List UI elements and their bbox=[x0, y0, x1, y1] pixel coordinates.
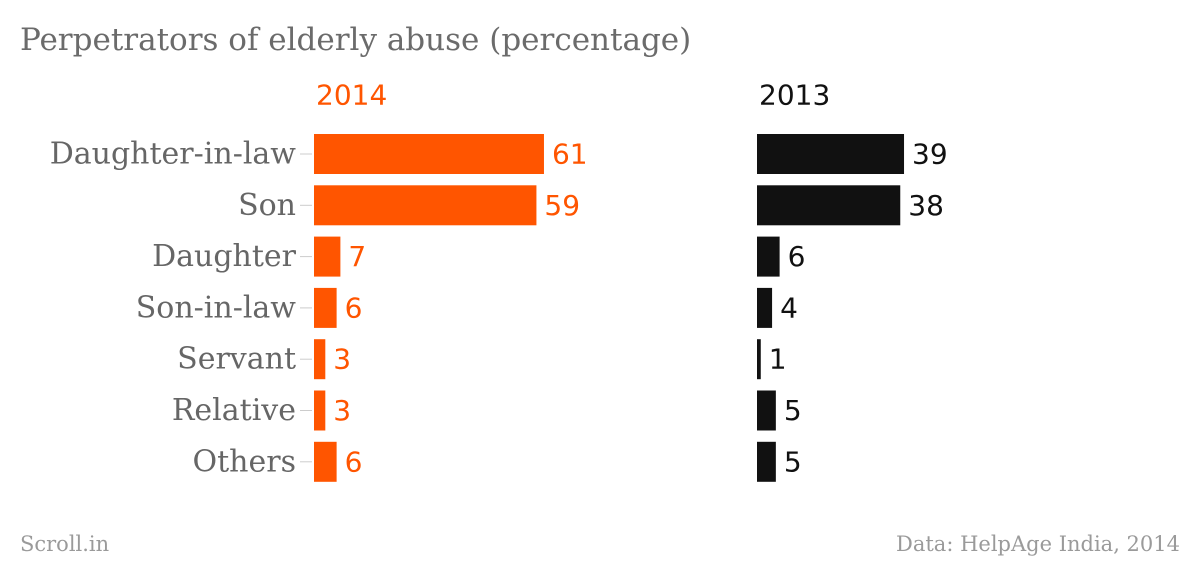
category-label: Relative bbox=[172, 393, 296, 428]
bar bbox=[757, 134, 905, 174]
bar-value-label: 3 bbox=[333, 394, 351, 427]
bar bbox=[314, 339, 326, 380]
category-label: Servant bbox=[177, 342, 296, 377]
data-source-note: Data: HelpAge India, 2014 bbox=[896, 532, 1180, 556]
bar bbox=[314, 134, 544, 174]
bar-value-label: 59 bbox=[544, 189, 580, 222]
bar bbox=[757, 236, 780, 277]
bar-value-label: 6 bbox=[345, 445, 363, 478]
bar bbox=[757, 390, 776, 431]
bar bbox=[757, 185, 901, 226]
series-header: 2014 bbox=[316, 79, 387, 112]
bar-value-label: 39 bbox=[912, 138, 948, 171]
bar bbox=[314, 185, 537, 226]
bar-value-label: 1 bbox=[769, 343, 787, 376]
bar-value-label: 6 bbox=[345, 291, 363, 324]
category-label: Son-in-law bbox=[136, 290, 297, 325]
series-header: 2013 bbox=[759, 79, 830, 112]
bar bbox=[757, 339, 761, 380]
bar bbox=[314, 236, 341, 277]
bar bbox=[314, 390, 326, 431]
bar bbox=[314, 441, 337, 482]
category-label: Son bbox=[238, 188, 296, 223]
chart-title: Perpetrators of elderly abuse (percentag… bbox=[20, 22, 692, 58]
bar bbox=[757, 441, 776, 482]
bar-value-label: 61 bbox=[552, 138, 588, 171]
bar-value-label: 4 bbox=[780, 291, 798, 324]
bar-value-label: 38 bbox=[908, 189, 944, 222]
bar-value-label: 3 bbox=[333, 343, 351, 376]
bar-value-label: 7 bbox=[348, 240, 366, 273]
category-label: Daughter-in-law bbox=[50, 137, 297, 172]
category-label: Others bbox=[193, 444, 296, 479]
bar-value-label: 6 bbox=[788, 240, 806, 273]
publisher-credit: Scroll.in bbox=[20, 532, 110, 556]
category-label: Daughter bbox=[152, 239, 297, 274]
bar bbox=[757, 287, 773, 328]
bar-value-label: 5 bbox=[784, 394, 802, 427]
bar bbox=[314, 287, 337, 328]
bar-value-label: 5 bbox=[784, 445, 802, 478]
